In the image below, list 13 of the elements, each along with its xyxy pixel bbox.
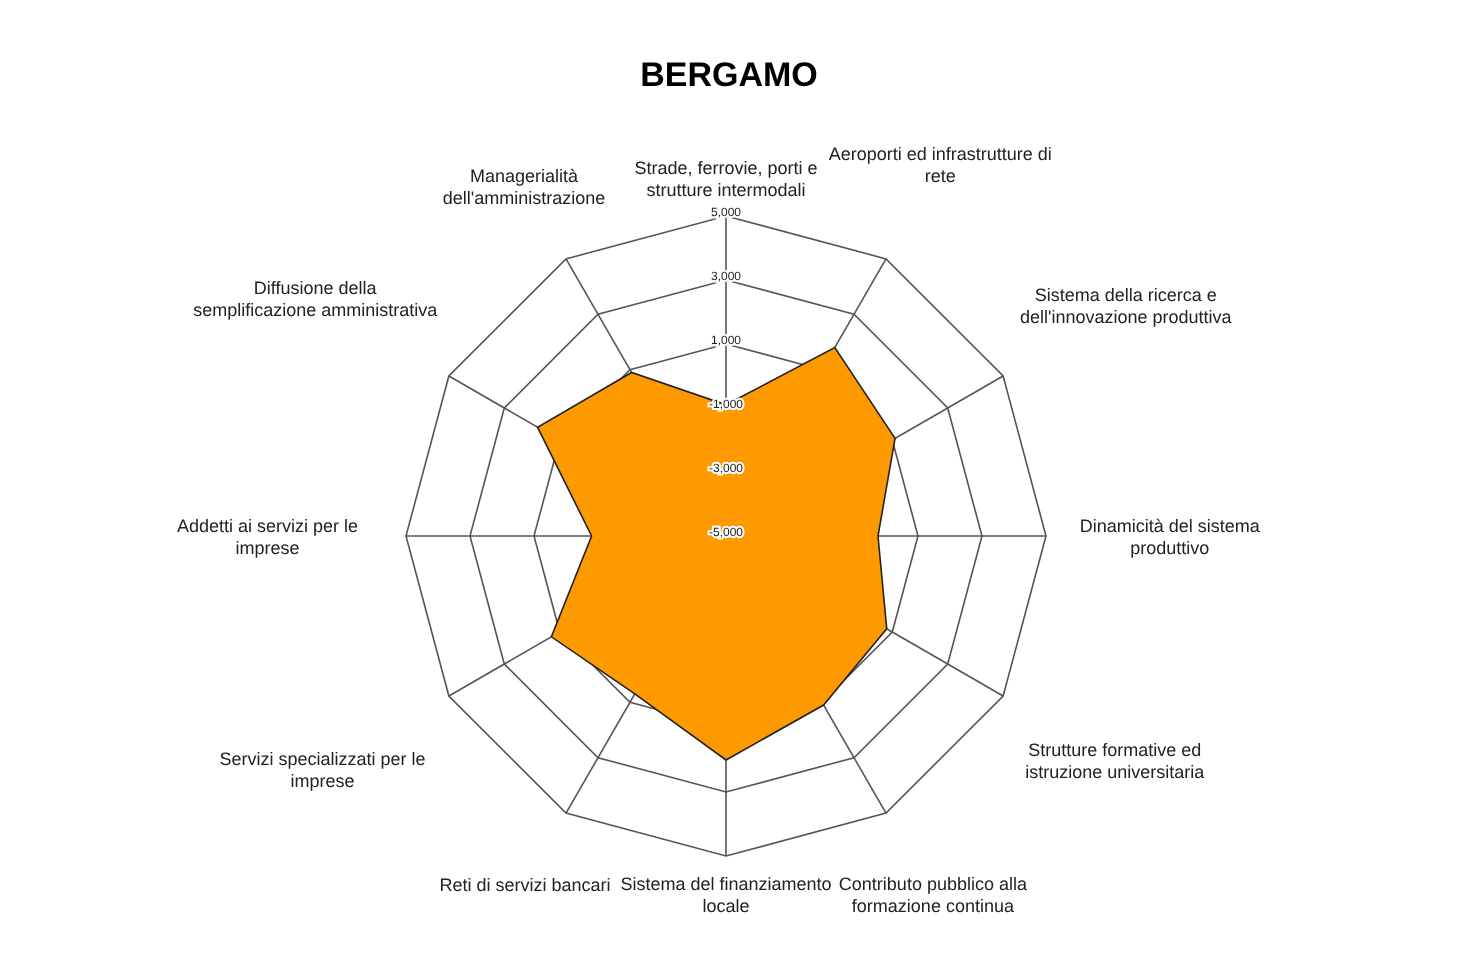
spoke-label: Diffusione della semplificazione amministrativa bbox=[193, 278, 438, 321]
spoke-label: Strutture formative ed istruzione universitaria bbox=[1025, 740, 1205, 783]
spoke-label: Addetti ai servizi per le imprese bbox=[176, 515, 359, 558]
spoke-label: Managerialità dell'amministrazione bbox=[442, 165, 606, 208]
spoke-label: Sistema del finanziamento locale bbox=[620, 873, 832, 916]
spoke-label: Sistema della ricerca e dell'innovazione produttiva bbox=[1019, 284, 1232, 327]
spoke-label: Aeroporti ed infrastrutture di rete bbox=[828, 144, 1052, 187]
spoke-label: Reti di servizi bancari bbox=[439, 874, 611, 895]
spoke-label: Servizi specializzati per le imprese bbox=[219, 748, 426, 791]
spoke-label: Contributo pubblico alla formazione continua bbox=[838, 874, 1027, 917]
spoke-label: Dinamicità del sistema produttivo bbox=[1079, 515, 1260, 558]
spoke-label: Strade, ferrovie, porti e strutture intermodali bbox=[634, 157, 818, 200]
chart-title: BERGAMO bbox=[638, 56, 820, 96]
